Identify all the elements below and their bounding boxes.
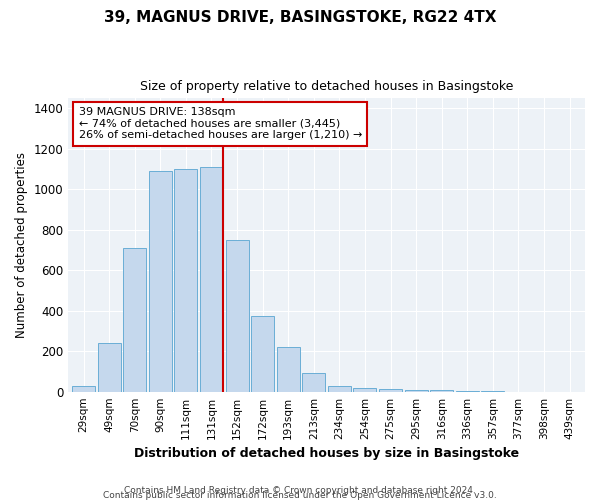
Bar [123, 248, 146, 392]
Bar [353, 388, 376, 392]
Title: Size of property relative to detached houses in Basingstoke: Size of property relative to detached ho… [140, 80, 513, 93]
X-axis label: Distribution of detached houses by size in Basingstoke: Distribution of detached houses by size … [134, 447, 519, 460]
Bar [149, 171, 172, 392]
Bar [200, 167, 223, 392]
Text: Contains HM Land Registry data © Crown copyright and database right 2024.: Contains HM Land Registry data © Crown c… [124, 486, 476, 495]
Bar [481, 390, 505, 392]
Bar [175, 169, 197, 392]
Bar [302, 374, 325, 392]
Bar [98, 343, 121, 392]
Bar [456, 390, 479, 392]
Bar [72, 386, 95, 392]
Y-axis label: Number of detached properties: Number of detached properties [15, 152, 28, 338]
Bar [277, 347, 300, 392]
Bar [251, 316, 274, 392]
Bar [379, 388, 402, 392]
Bar [226, 240, 248, 392]
Bar [404, 390, 428, 392]
Text: 39 MAGNUS DRIVE: 138sqm
← 74% of detached houses are smaller (3,445)
26% of semi: 39 MAGNUS DRIVE: 138sqm ← 74% of detache… [79, 107, 362, 140]
Text: 39, MAGNUS DRIVE, BASINGSTOKE, RG22 4TX: 39, MAGNUS DRIVE, BASINGSTOKE, RG22 4TX [104, 10, 496, 25]
Text: Contains public sector information licensed under the Open Government Licence v3: Contains public sector information licen… [103, 491, 497, 500]
Bar [328, 386, 351, 392]
Bar [430, 390, 453, 392]
